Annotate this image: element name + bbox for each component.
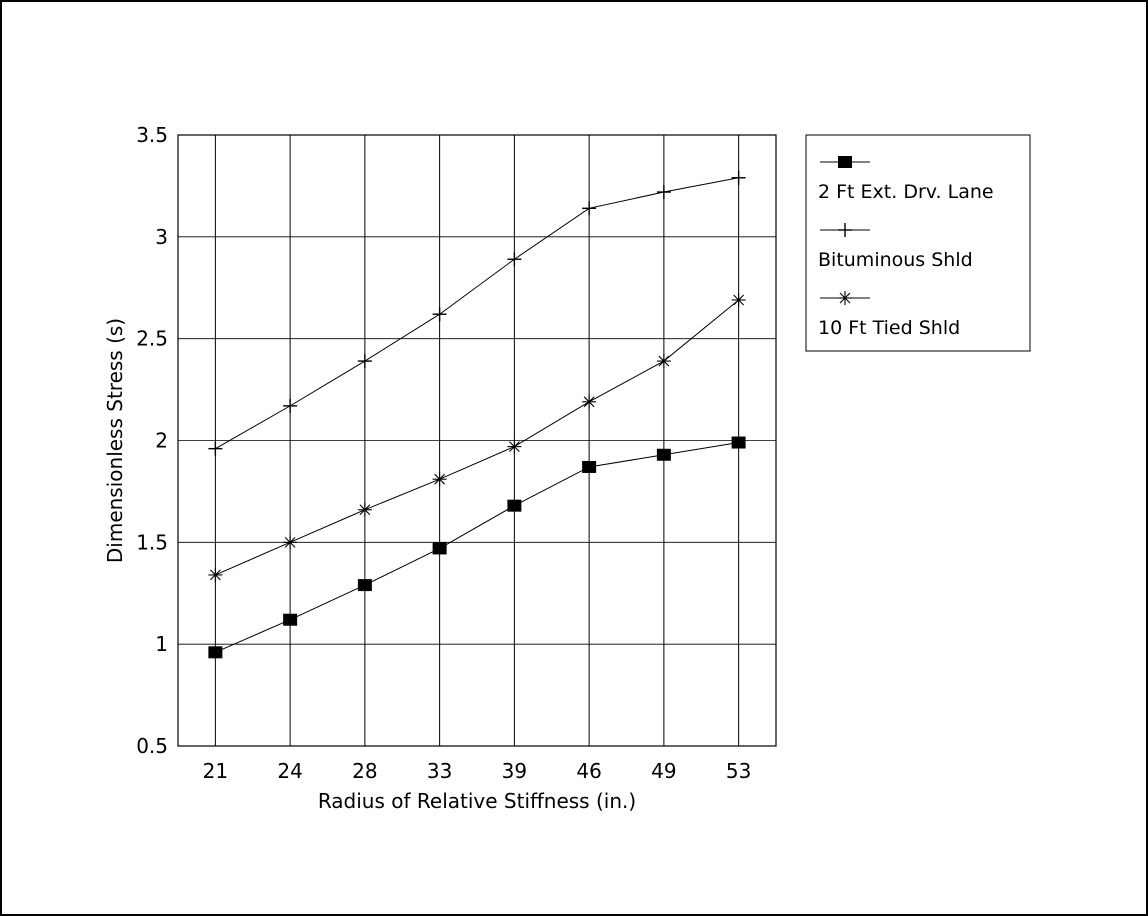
data-point	[656, 185, 671, 200]
y-tick-label: 2.5	[136, 327, 168, 351]
data-point	[507, 439, 522, 454]
x-axis-label: Radius of Relative Stiffness (in.)	[318, 789, 636, 813]
y-tick-label: 2	[155, 429, 168, 453]
data-point	[507, 252, 522, 267]
data-point	[208, 567, 223, 582]
legend-swatch-marker	[838, 291, 852, 305]
data-point	[731, 170, 746, 185]
series-line	[215, 299, 739, 576]
series-line	[215, 442, 739, 653]
legend-swatch-marker	[838, 156, 852, 168]
data-point	[582, 201, 597, 216]
data-point	[208, 646, 223, 659]
x-tick-label: 24	[277, 759, 302, 783]
y-axis-label: Dimensionless Stress (s)	[103, 318, 127, 563]
x-tick-label: 21	[203, 759, 228, 783]
y-tick-label: 3	[155, 225, 168, 249]
legend-box	[805, 134, 1031, 352]
data-point	[357, 354, 372, 369]
legend-swatch-marker	[838, 223, 852, 237]
data-point	[432, 542, 447, 555]
legend-label: 2 Ft Ext. Drv. Lane	[818, 181, 994, 203]
data-point	[731, 436, 746, 449]
legend-label: 10 Ft Tied Shld	[818, 317, 960, 339]
data-point	[731, 292, 746, 307]
data-point	[208, 441, 223, 456]
data-point	[283, 535, 298, 550]
data-point	[283, 398, 298, 413]
x-tick-label: 53	[726, 759, 751, 783]
data-point	[582, 460, 597, 473]
data-point	[507, 499, 522, 512]
x-tick-label: 49	[651, 759, 676, 783]
data-point	[283, 613, 298, 626]
x-tick-label: 39	[502, 759, 527, 783]
y-tick-label: 3.5	[136, 123, 168, 147]
x-tick-label: 46	[576, 759, 601, 783]
y-tick-label: 1.5	[136, 530, 168, 554]
data-point	[582, 394, 597, 409]
data-point	[432, 307, 447, 322]
x-tick-label: 28	[352, 759, 377, 783]
y-tick-label: 0.5	[136, 734, 168, 758]
data-point	[357, 579, 372, 592]
series-line	[215, 177, 739, 450]
data-point	[357, 502, 372, 517]
legend-label: Bituminous Shld	[818, 249, 973, 271]
x-tick-label: 33	[427, 759, 452, 783]
data-point	[656, 354, 671, 369]
data-point	[656, 448, 671, 461]
y-tick-label: 1	[155, 632, 168, 656]
data-point	[432, 472, 447, 487]
